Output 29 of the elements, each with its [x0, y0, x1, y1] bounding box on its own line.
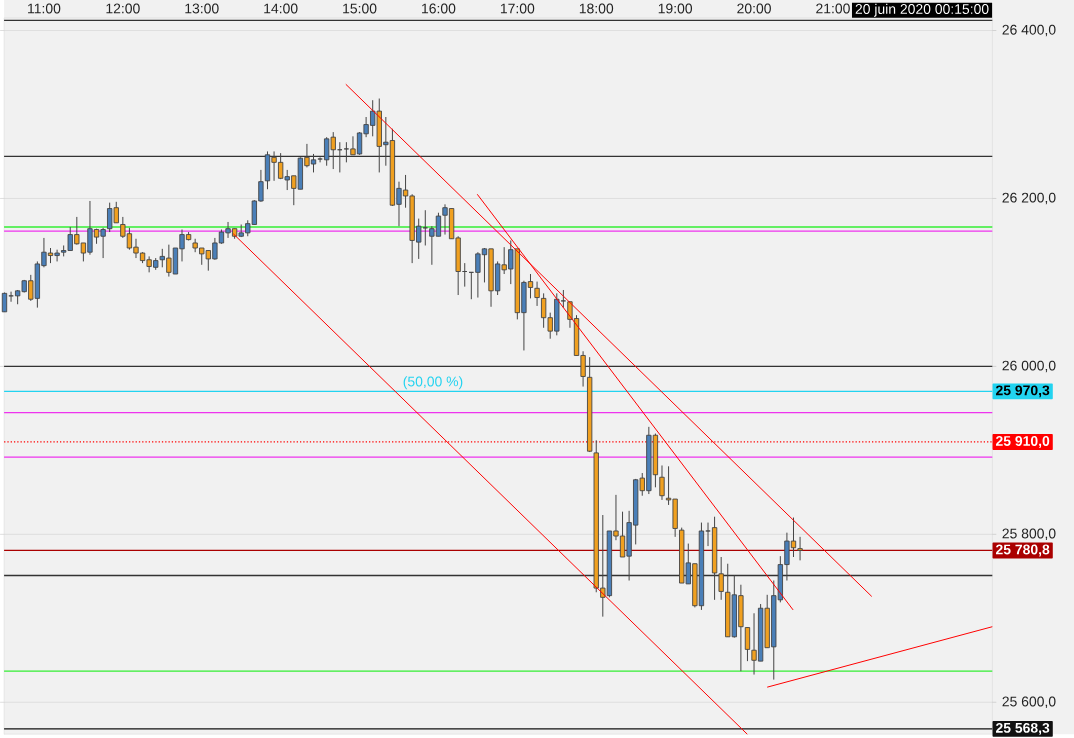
x-tick-label: 16:00 [422, 3, 456, 14]
candlestick [8, 291, 14, 303]
candlestick [534, 281, 540, 307]
annotation: (50,00 %) [403, 376, 463, 390]
x-tick-label: 13:00 [185, 3, 219, 14]
x-tick-label: 21:00 [816, 3, 850, 14]
ref-line-label: 25 970,3 [995, 385, 1050, 398]
ref-line-label: 25 568,3 [995, 722, 1050, 735]
text: 20 juin 2020 00:15:00 [855, 3, 989, 17]
candlestick [317, 156, 323, 163]
y-tick-label: 25 600,0 [1002, 696, 1056, 708]
x-tick-label: 14:00 [264, 3, 298, 14]
y-tick-label: 26 200,0 [1002, 192, 1056, 205]
x-tick-label: 15:00 [343, 3, 377, 14]
y-tick-label: 25 800,0 [1002, 528, 1056, 541]
x-tick-label: 19:00 [658, 3, 693, 14]
ref-line-label: 25 910,0 [995, 435, 1050, 448]
x-tick-label: 17:00 [500, 3, 535, 14]
x-tick-label: 20:00 [737, 3, 771, 14]
x-tick-label: 12:00 [106, 3, 140, 14]
x-tick-label: 11:00 [28, 3, 61, 14]
candlestick [659, 464, 665, 501]
candlestick [744, 626, 751, 662]
ref-line-label: 25 780,8 [995, 544, 1050, 557]
x-tick-label: 18:00 [579, 3, 614, 14]
candlestick [797, 536, 803, 561]
candlestick [705, 522, 711, 547]
y-tick-label: 26 000,0 [1002, 360, 1056, 373]
y-tick-label: 26 400,0 [1002, 24, 1056, 37]
